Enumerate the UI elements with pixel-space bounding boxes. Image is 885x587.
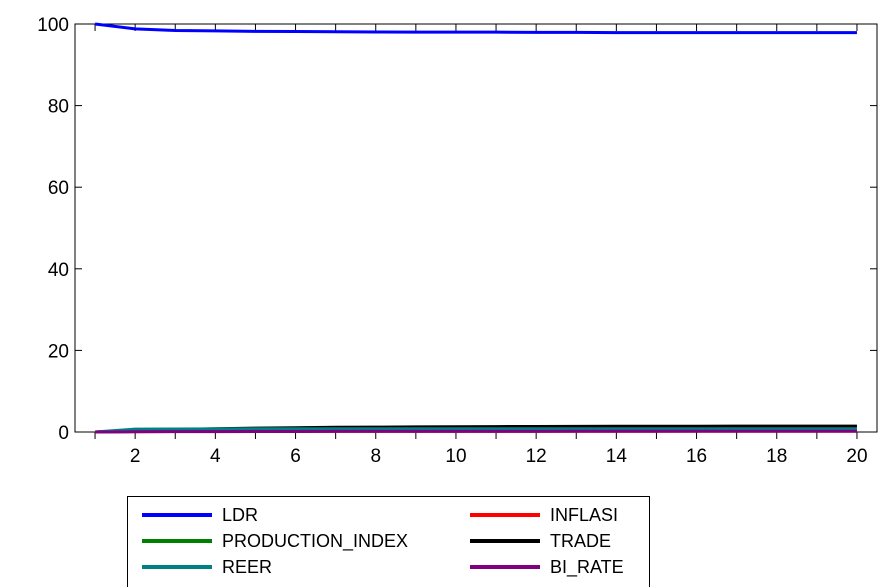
x-tick-label: 20 bbox=[846, 446, 867, 467]
legend-label: LDR bbox=[222, 504, 259, 525]
legend-item: REER bbox=[142, 556, 272, 578]
x-tick-label: 10 bbox=[445, 446, 466, 467]
y-tick-label: 20 bbox=[48, 341, 69, 362]
legend-swatch bbox=[142, 539, 212, 543]
x-tick-label: 6 bbox=[290, 446, 301, 467]
legend-swatch bbox=[470, 539, 540, 543]
legend-swatch bbox=[470, 513, 540, 517]
y-tick-label: 80 bbox=[48, 97, 69, 118]
plot-border bbox=[74, 23, 878, 433]
y-axis: 0 20 40 60 80 100 bbox=[37, 15, 877, 444]
legend-label: REER bbox=[222, 556, 273, 577]
x-axis: 2 4 6 8 10 12 14 16 18 20 bbox=[94, 24, 868, 467]
series-line-reer bbox=[94, 427, 857, 434]
y-tick-label: 0 bbox=[58, 423, 69, 444]
series-line-bi-rate bbox=[95, 429, 857, 434]
x-tick-label: 18 bbox=[766, 446, 787, 467]
y-tick-label: 100 bbox=[37, 15, 69, 36]
legend-item: INFLASI bbox=[470, 504, 618, 526]
plot-frame bbox=[74, 23, 878, 433]
x-tick-label: 4 bbox=[210, 446, 221, 467]
legend-label: BI_RATE bbox=[550, 556, 624, 577]
legend-item: PRODUCTION_INDEX bbox=[142, 530, 408, 552]
legend-item: TRADE bbox=[470, 530, 611, 552]
legend-swatch bbox=[142, 513, 212, 517]
legend-label: INFLASI bbox=[550, 504, 619, 525]
y-tick-label: 40 bbox=[48, 260, 69, 281]
series-lines bbox=[94, 22, 857, 434]
legend: LDR INFLASI PRODUCTION_INDEX TRADE REER BI_RA… bbox=[127, 496, 650, 587]
x-tick-label: 16 bbox=[686, 446, 707, 467]
x-tick-label: 8 bbox=[370, 446, 381, 467]
legend-label: TRADE bbox=[550, 530, 612, 551]
legend-item: BI_RATE bbox=[470, 556, 624, 578]
y-tick-label: 60 bbox=[48, 178, 69, 199]
series-line-ldr bbox=[94, 22, 857, 35]
legend-swatch bbox=[470, 565, 540, 569]
x-tick-label: 12 bbox=[526, 446, 547, 467]
line-chart: 0 20 40 60 80 100 2 4 6 8 10 12 14 16 18 20 bbox=[37, 15, 878, 467]
x-tick-label: 14 bbox=[606, 446, 628, 467]
legend-item: LDR bbox=[142, 504, 258, 526]
legend-swatch bbox=[142, 565, 212, 569]
legend-label: PRODUCTION_INDEX bbox=[222, 530, 409, 551]
x-tick-label: 2 bbox=[130, 446, 141, 467]
